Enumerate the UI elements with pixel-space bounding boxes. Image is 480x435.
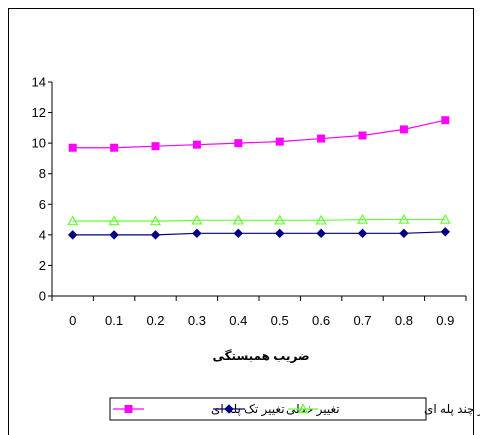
x-tick-labels: 0 0.1 0.2 0.3 0.4 0.5 0.6 0.7 0.8 0.9 <box>69 313 454 328</box>
y-tick-label: 6 <box>39 197 46 212</box>
legend-box <box>109 397 427 421</box>
series-line <box>72 231 446 236</box>
chart-axes <box>48 81 467 301</box>
x-tick-label: 0 <box>69 313 76 328</box>
series-group <box>67 116 451 240</box>
data-point <box>232 214 244 225</box>
y-tick-label: 4 <box>39 227 46 242</box>
y-tick-label: 10 <box>32 136 46 151</box>
x-tick-label: 0.2 <box>146 313 164 328</box>
data-point <box>67 230 78 240</box>
x-tick-label: 0.5 <box>271 313 289 328</box>
legend-marker <box>224 404 234 414</box>
legend-label: تغییر چند پله ای <box>424 402 480 417</box>
data-point <box>399 228 409 239</box>
data-point <box>68 143 77 152</box>
data-point <box>441 116 450 125</box>
y-tick-label: 2 <box>39 258 46 273</box>
data-point <box>316 228 326 239</box>
data-point <box>274 228 285 239</box>
data-point <box>110 143 119 152</box>
data-point <box>358 131 367 140</box>
series-2 <box>67 227 451 240</box>
data-point <box>192 228 202 239</box>
chart-frame <box>8 8 474 435</box>
data-point <box>191 214 203 225</box>
data-point <box>149 215 162 226</box>
x-tick-label: 0.8 <box>395 313 413 328</box>
series-3 <box>67 213 451 226</box>
y-tick-label: 8 <box>39 166 46 181</box>
y-tick-label: 14 <box>32 75 46 90</box>
data-point <box>274 214 286 225</box>
data-point <box>151 142 160 151</box>
data-point <box>109 230 119 240</box>
data-point <box>192 140 201 149</box>
x-tick-label: 0.9 <box>436 313 454 328</box>
x-tick-label: 0.7 <box>353 313 371 328</box>
y-tick-label: 12 <box>32 105 46 120</box>
legend-item: تغییر چند پله ای <box>288 402 480 417</box>
data-point <box>356 213 369 224</box>
data-point <box>234 139 243 148</box>
data-point <box>315 214 327 225</box>
data-point <box>398 213 410 224</box>
data-point <box>233 228 244 239</box>
data-point <box>399 125 408 134</box>
x-tick-label: 0.6 <box>312 313 330 328</box>
data-point <box>67 215 79 226</box>
x-axis-title: ضریب همبستگی <box>212 349 309 363</box>
data-point <box>317 134 326 143</box>
x-tick-label: 0.3 <box>188 313 206 328</box>
data-point <box>150 230 161 240</box>
data-point <box>275 137 284 146</box>
data-point <box>108 215 120 226</box>
data-point <box>357 228 368 239</box>
series-line <box>72 218 446 222</box>
series-1 <box>68 116 450 152</box>
data-point <box>440 227 451 237</box>
legend-marker <box>124 405 133 413</box>
x-tick-label: 0.1 <box>105 313 123 328</box>
y-tick-label: 0 <box>39 289 46 304</box>
data-point <box>439 213 451 224</box>
series-line <box>72 119 446 149</box>
y-tick-labels: 0 2 4 6 8 10 12 14 <box>32 75 46 304</box>
legend-marker <box>297 403 309 414</box>
x-tick-label: 0.4 <box>229 313 247 328</box>
